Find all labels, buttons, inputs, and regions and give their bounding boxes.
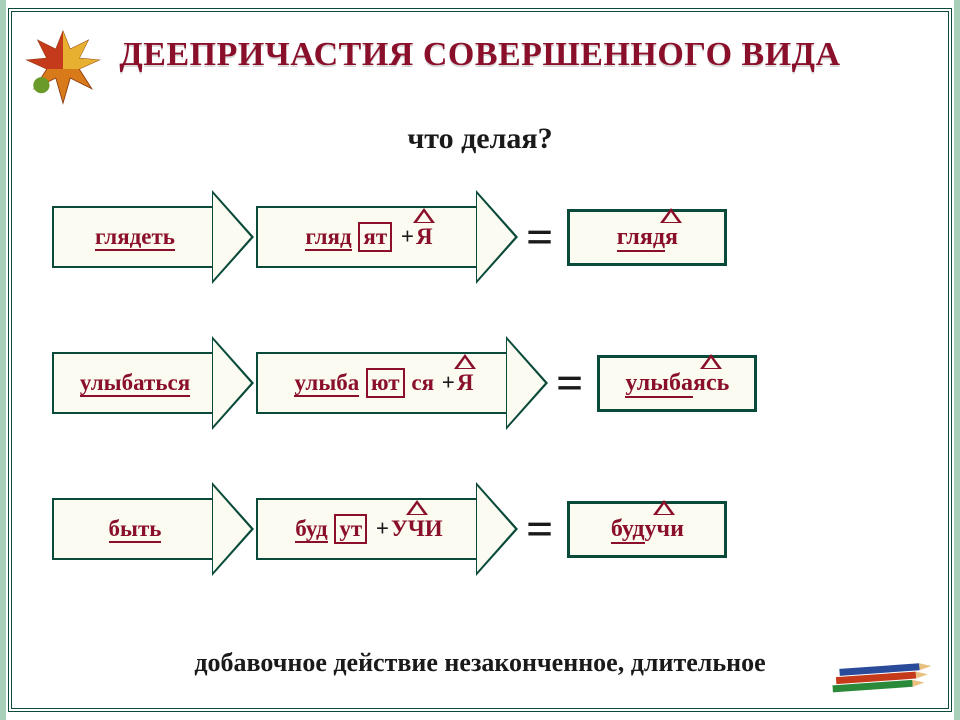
formation-arrow: гляд ят +Я: [256, 206, 476, 268]
result-box: улыбаясь: [597, 355, 757, 412]
left-stripe: [0, 0, 6, 720]
formation-text: буд ут +УЧИ: [295, 514, 442, 543]
formation-text: улыба ют ся +Я: [294, 368, 473, 397]
equals-sign: =: [526, 502, 553, 557]
result-text: улыбаясь: [625, 370, 729, 396]
right-stripe: [954, 0, 960, 720]
result-box: будучи: [567, 501, 727, 558]
result-text: будучи: [611, 516, 684, 542]
slide-subtitle: что делая?: [12, 122, 948, 156]
formation-text: гляд ят +Я: [305, 222, 432, 251]
slide-title: ДЕЕПРИЧАСТИЯ СОВЕРШЕННОГО ВИДА: [12, 36, 948, 74]
infinitive-text: глядеть: [95, 224, 175, 251]
equals-sign: =: [556, 356, 583, 411]
row-2: улыбаться улыба ют ся +Я = улыбаясь: [52, 338, 908, 428]
infinitive-text: быть: [109, 516, 162, 543]
result-text: глядя: [617, 224, 678, 250]
infinitive-arrow: глядеть: [52, 206, 212, 268]
pencils-icon: [826, 652, 936, 702]
row-3: быть буд ут +УЧИ = будучи: [52, 484, 908, 574]
infinitive-arrow: улыбаться: [52, 352, 212, 414]
slide-frame: ДЕЕПРИЧАСТИЯ СОВЕРШЕННОГО ВИДА что делая…: [8, 8, 952, 712]
infinitive-text: улыбаться: [80, 370, 190, 397]
diagram-rows: глядеть гляд ят +Я = глядя улыбаться: [52, 192, 908, 630]
result-box: глядя: [567, 209, 727, 266]
equals-sign: =: [526, 210, 553, 265]
infinitive-arrow: быть: [52, 498, 212, 560]
formation-arrow: буд ут +УЧИ: [256, 498, 476, 560]
formation-arrow: улыба ют ся +Я: [256, 352, 506, 414]
row-1: глядеть гляд ят +Я = глядя: [52, 192, 908, 282]
bottom-caption: добавочное действие незаконченное, длите…: [12, 648, 948, 678]
